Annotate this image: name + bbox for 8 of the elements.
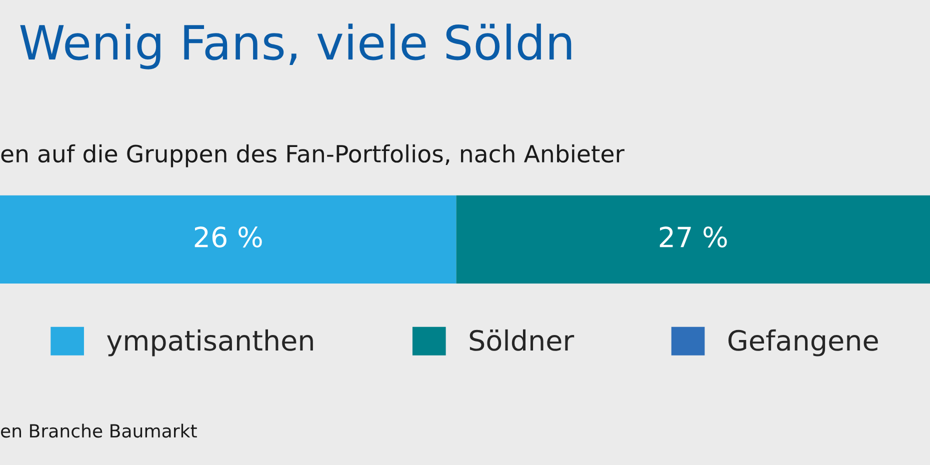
- chart-subtitle: en auf die Gruppen des Fan-Portfolios, nach Anbieter: [1, 144, 624, 168]
- text: en Branche Baumarkt: [0, 424, 197, 438]
- legend-label: ympatisanthen: [107, 329, 313, 356]
- chart-title: Wenig Fans, viele Söldn: [20, 24, 572, 70]
- data-label: 27 %: [660, 226, 727, 248]
- legend-label: Söldner: [470, 329, 574, 351]
- data-label: 26 %: [194, 226, 262, 248]
- legend-label: Gefangene: [728, 329, 878, 356]
